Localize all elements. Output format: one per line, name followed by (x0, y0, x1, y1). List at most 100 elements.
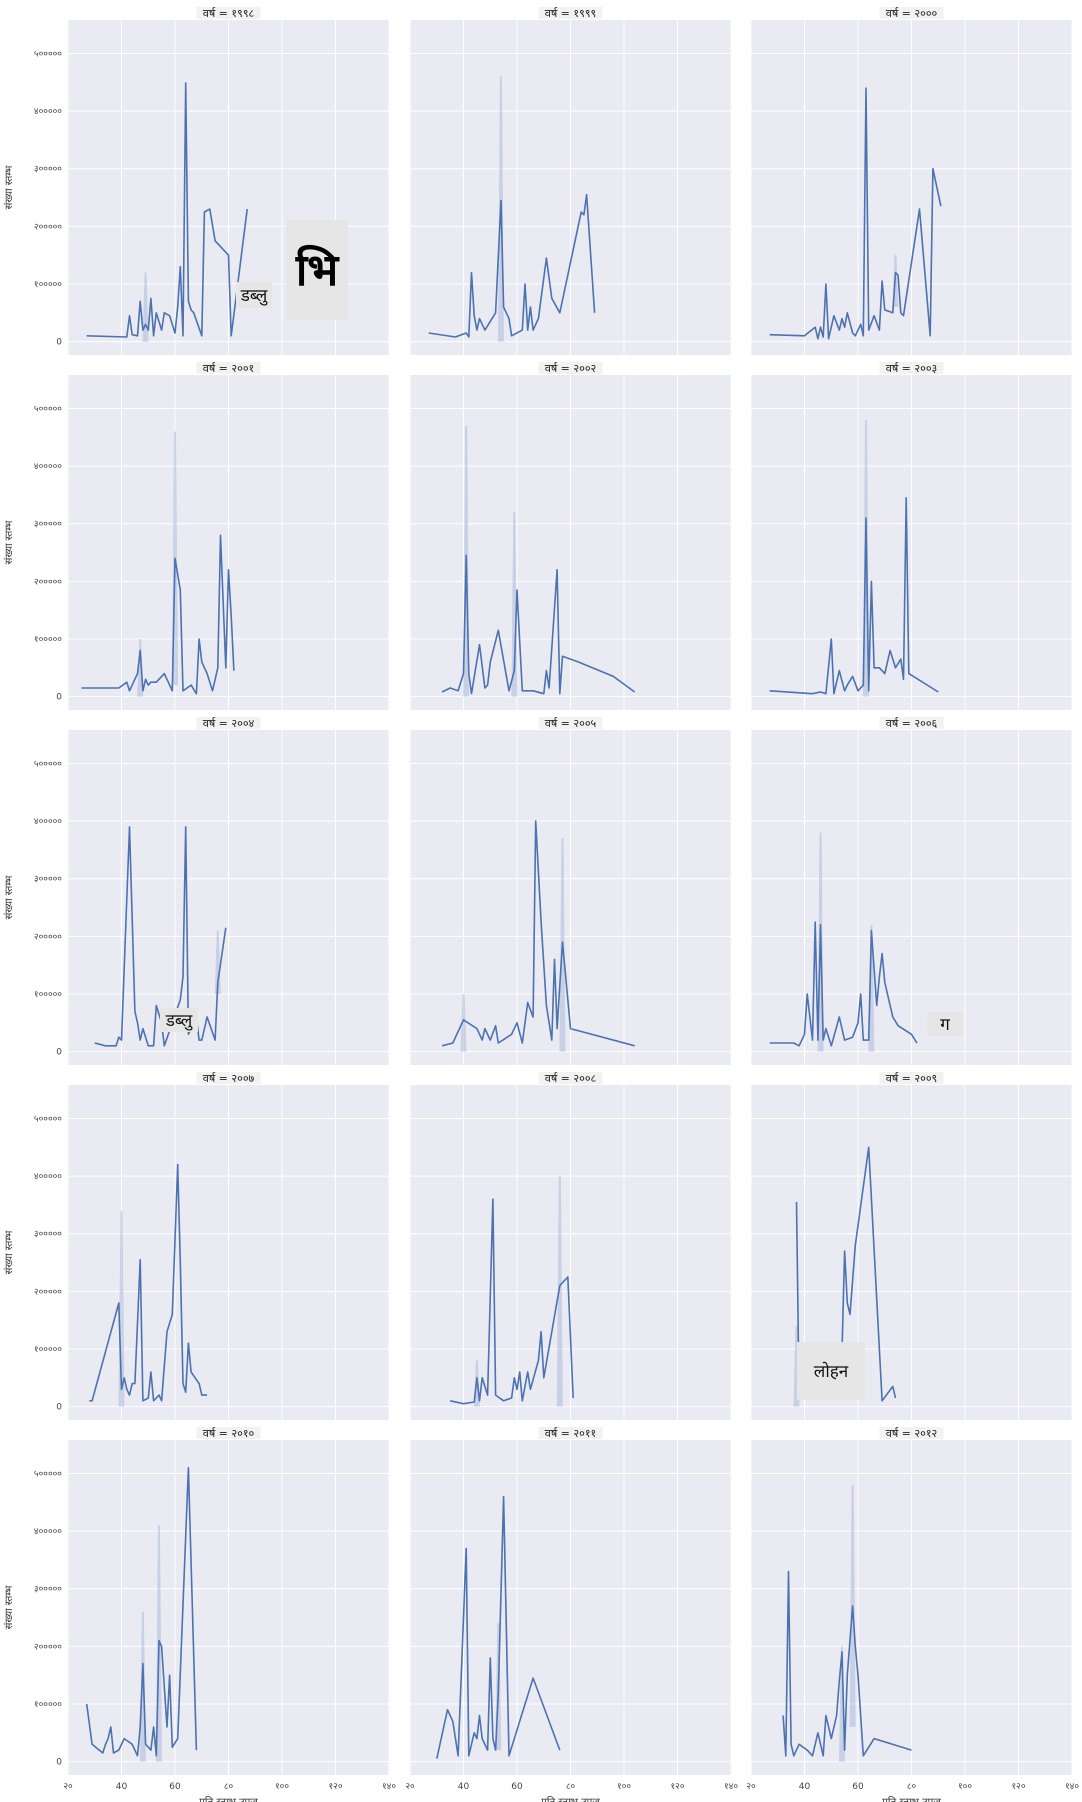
x-tick-label: 60 (511, 1782, 523, 1792)
series-line (782, 1570, 912, 1757)
sticker-background (927, 1012, 963, 1036)
y-axis-label: संख्या स्तम्भ (3, 875, 15, 920)
panel-title-bg (196, 1072, 261, 1084)
facet-panel: वर्ष = २०१२ २० 40 60 ८० १०० १२० १४० प्रति स्तम्भ… (746, 1427, 1079, 1802)
panel-title-bg (879, 7, 944, 19)
x-tick-label: १०० (275, 1782, 289, 1792)
sticker-glyph: ग (940, 1015, 950, 1035)
series-line (428, 193, 596, 338)
panel-title-bg (879, 1072, 944, 1084)
y-tick-label: 0 (56, 1048, 62, 1058)
series-line (94, 826, 227, 1047)
x-tick-label: १२० (670, 1782, 684, 1792)
facet-panel: वर्ष = २००५ (409, 717, 732, 1065)
y-tick-label: ३००००० (34, 1230, 62, 1240)
y-tick-label: १००००० (34, 1700, 62, 1710)
letter-sticker: लोहन (797, 1342, 865, 1400)
panel-title-bg (196, 1427, 261, 1439)
facet-panel: वर्ष = १९९८ 0 १००००० २००००० ३००००० ४००००० ५०००… (3, 7, 390, 355)
x-tick-label: 40 (799, 1782, 811, 1792)
y-tick-label: ४००००० (34, 1172, 62, 1182)
panel-title-bg (196, 717, 261, 729)
panel-title-bg (196, 362, 261, 374)
x-axis-label: प्रति स्तम्भ उपज (882, 1796, 941, 1802)
panel-title: वर्ष = २०१२ (886, 1427, 938, 1440)
panel-title: वर्ष = २००४ (203, 717, 255, 730)
y-tick-label: ५००००० (34, 1115, 62, 1125)
x-tick-label: १०० (958, 1782, 972, 1792)
x-tick-label: १४० (382, 1782, 396, 1792)
y-tick-label: १००००० (34, 1345, 62, 1355)
letter-sticker: डब्लु (236, 282, 272, 308)
panel-title: वर्ष = २००५ (545, 717, 597, 730)
y-tick-label: २००००० (34, 932, 62, 942)
panel-title: वर्ष = १९९८ (203, 7, 255, 20)
series-line (769, 921, 918, 1047)
x-tick-label: ८० (566, 1782, 576, 1792)
panel-title: वर्ष = २०१० (203, 1427, 255, 1440)
x-tick-label: २० (405, 1782, 415, 1792)
y-tick-label: ४००००० (34, 462, 62, 472)
y-tick-label: १००००० (34, 280, 62, 290)
panel-title-bg (879, 362, 944, 374)
y-axis-label: संख्या स्तम्भ (3, 1585, 15, 1630)
y-tick-label: 0 (56, 1758, 62, 1768)
panel-title-bg (196, 7, 261, 19)
y-tick-label: ५००००० (34, 50, 62, 60)
panel-title: वर्ष = २००० (886, 7, 938, 20)
y-tick-label: 0 (56, 693, 62, 703)
facet-panel: वर्ष = २०११ २० 40 60 ८० १०० १२० १४० प्रति स्तम्भ… (405, 1427, 738, 1802)
panel-title: वर्ष = २००८ (545, 1072, 597, 1085)
y-tick-label: २००००० (34, 1642, 62, 1652)
sticker-background (797, 1342, 865, 1400)
series-line (81, 534, 235, 695)
y-tick-label: १००००० (34, 990, 62, 1000)
x-tick-label: १४० (724, 1782, 738, 1792)
panel-title: वर्ष = १९९९ (545, 7, 597, 20)
facet-panel: वर्ष = २००६ (750, 717, 1073, 1065)
y-tick-label: ३००००० (34, 165, 62, 175)
panel-title-bg (538, 7, 603, 19)
letter-sticker: ग (927, 1012, 963, 1036)
confidence-band (460, 993, 467, 1052)
x-tick-label: ८० (224, 1782, 234, 1792)
confidence-band (511, 512, 518, 697)
panel-title-bg (538, 362, 603, 374)
y-tick-label: ४००००० (34, 107, 62, 117)
panel-title: वर्ष = २००९ (886, 1072, 938, 1085)
y-tick-label: ३००००० (34, 1585, 62, 1595)
sticker-glyph: भि (295, 244, 340, 296)
facet-panel: वर्ष = २००२ (409, 362, 732, 710)
y-axis-label: संख्या स्तम्भ (3, 520, 15, 565)
x-tick-label: १४० (1065, 1782, 1079, 1792)
y-tick-label: २००००० (34, 577, 62, 587)
sticker-background (236, 282, 272, 308)
x-tick-label: 40 (116, 1782, 128, 1792)
panel-title-bg (879, 717, 944, 729)
y-tick-label: १००००० (34, 635, 62, 645)
confidence-band (142, 272, 149, 342)
series-line (769, 497, 939, 695)
sticker-background (286, 220, 348, 320)
sticker-background (160, 1008, 198, 1032)
x-tick-label: १२० (1011, 1782, 1025, 1792)
x-tick-label: २० (63, 1782, 73, 1792)
panel-title-bg (538, 1072, 603, 1084)
panel-title: वर्ष = २००७ (203, 1072, 255, 1085)
letter-sticker: भि (286, 220, 348, 320)
series-line (85, 1466, 198, 1757)
panel-title: वर्ष = २०११ (545, 1427, 597, 1440)
series-line (89, 1163, 208, 1402)
y-tick-label: 0 (56, 1403, 62, 1413)
facet-panel: वर्ष = २०१० 0 १००००० २००००० ३००००० ४००००० ५०००… (3, 1427, 396, 1802)
panel-title: वर्ष = २००१ (203, 362, 255, 375)
facet-panel: वर्ष = २००३ (750, 362, 1073, 710)
panel-title: वर्ष = २००२ (545, 362, 597, 375)
letter-sticker: डब्लु (160, 1008, 198, 1032)
x-axis-label: प्रति स्तम्भ उपज (199, 1796, 258, 1802)
series-line (769, 87, 942, 340)
y-tick-label: ५००००० (34, 760, 62, 770)
x-tick-label: 40 (458, 1782, 470, 1792)
facet-panel: वर्ष = २००७ 0 १००००० २००००० ३००००० ४००००० ५०००… (3, 1072, 390, 1420)
